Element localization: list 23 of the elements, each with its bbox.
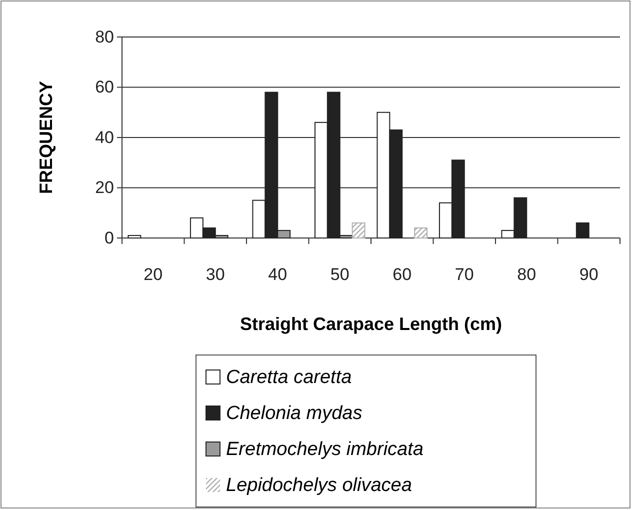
legend-label: Eretmochelys imbricata — [226, 439, 424, 460]
y-tick-label: 20 — [95, 178, 114, 198]
y-tick-label: 60 — [95, 78, 114, 97]
x-tick-label: 90 — [579, 265, 598, 284]
bar — [414, 227, 428, 238]
x-tick-label: 80 — [517, 265, 536, 284]
x-tick-label: 20 — [144, 265, 163, 284]
x-tick-label: 30 — [206, 265, 225, 284]
y-axis-title: FREQUENCY — [36, 80, 56, 194]
bar — [576, 222, 590, 238]
y-tick-label: 80 — [95, 27, 114, 46]
legend-label: Chelonia mydas — [226, 403, 363, 424]
x-tick-label: 40 — [268, 265, 288, 284]
bar — [352, 222, 366, 238]
legend-label: Caretta caretta — [226, 367, 352, 388]
x-tick-label: 50 — [330, 265, 350, 284]
y-tick-label: 40 — [95, 128, 114, 147]
x-tick-label: 60 — [392, 265, 412, 284]
bar — [128, 234, 142, 238]
x-axis-title: Straight Carapace Length (cm) — [240, 314, 502, 334]
legend-label: Lepidochelys olivacea — [226, 475, 412, 496]
y-tick-label: 0 — [104, 228, 114, 248]
x-tick-label: 70 — [454, 265, 474, 284]
